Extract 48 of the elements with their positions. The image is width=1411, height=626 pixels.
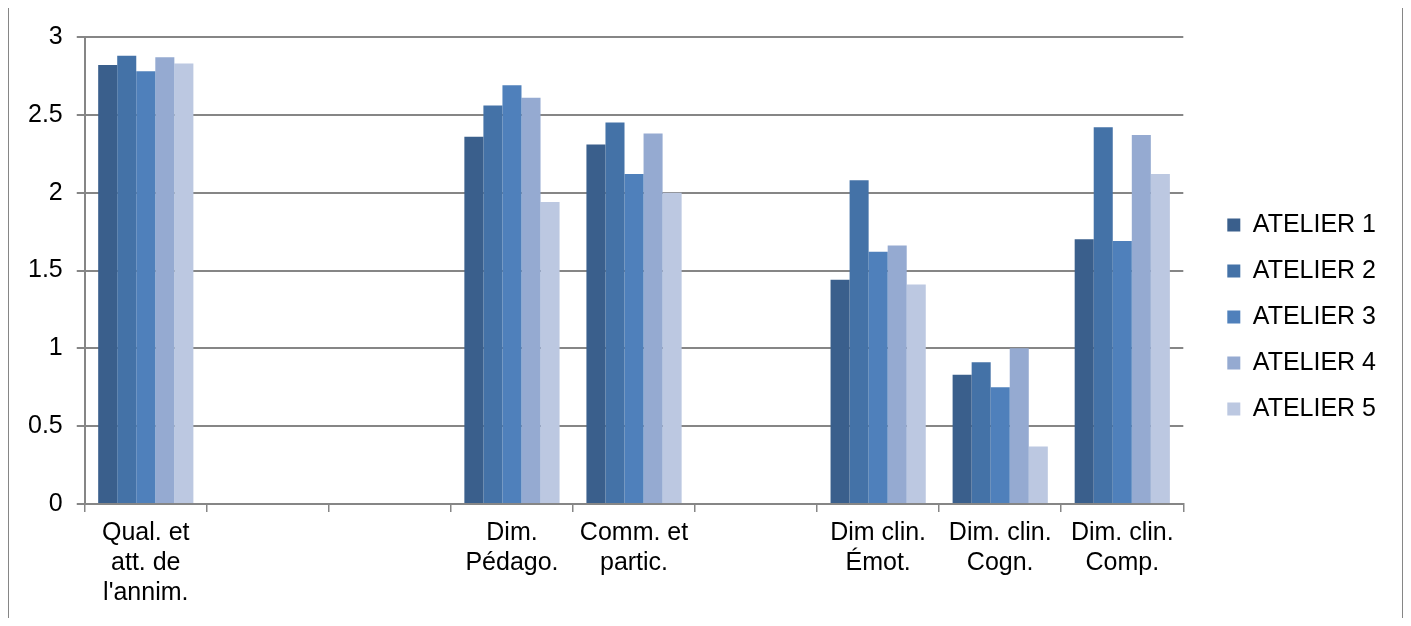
bar bbox=[117, 55, 137, 503]
bar bbox=[1009, 348, 1029, 503]
y-tick-label: 3 bbox=[48, 20, 63, 49]
bar bbox=[643, 133, 663, 503]
bar bbox=[624, 173, 644, 503]
bar bbox=[136, 71, 156, 503]
x-tick-label: Dim. Pédago. bbox=[465, 516, 559, 575]
bar bbox=[849, 180, 869, 503]
y-tick-label: 1.5 bbox=[27, 254, 63, 283]
bar bbox=[1074, 239, 1094, 503]
bar bbox=[1150, 173, 1170, 503]
bar bbox=[483, 105, 503, 503]
x-tick-label: Dim. clin. Cogn. bbox=[948, 516, 1052, 575]
bar bbox=[174, 63, 194, 503]
bar bbox=[1093, 127, 1113, 503]
bar bbox=[952, 374, 972, 503]
y-tick-label: 1 bbox=[48, 332, 63, 361]
bar bbox=[1131, 135, 1151, 503]
x-tick-label: Dim. clin. Comp. bbox=[1070, 516, 1174, 575]
x-tick-label: Qual. et att. de l'annim. bbox=[102, 516, 190, 605]
y-tick-label: 2 bbox=[48, 176, 63, 205]
bar bbox=[155, 57, 175, 503]
bar bbox=[464, 136, 484, 503]
y-tick-label: 2.5 bbox=[27, 98, 63, 127]
legend-label: ATELIER 1 bbox=[1252, 208, 1377, 237]
bar bbox=[868, 251, 888, 503]
bar bbox=[605, 122, 625, 503]
y-tick-label: 0 bbox=[48, 487, 63, 516]
bar bbox=[502, 85, 522, 503]
x-tick-label: Dim clin. Émot. bbox=[830, 516, 927, 575]
bar bbox=[521, 97, 541, 503]
bar bbox=[1112, 240, 1132, 503]
bar bbox=[662, 192, 682, 503]
bar bbox=[98, 65, 118, 503]
legend-label: ATELIER 2 bbox=[1252, 254, 1377, 283]
bar bbox=[1028, 446, 1048, 503]
bar bbox=[830, 279, 850, 503]
bar bbox=[906, 284, 926, 503]
x-tick-label: Comm. et partic. bbox=[579, 516, 689, 575]
bar bbox=[586, 144, 606, 503]
bar bbox=[990, 387, 1010, 503]
bar bbox=[540, 202, 560, 503]
legend-label: ATELIER 4 bbox=[1252, 346, 1377, 375]
legend-label: ATELIER 5 bbox=[1252, 392, 1377, 421]
y-tick-label: 0.5 bbox=[27, 410, 63, 439]
bar bbox=[971, 362, 991, 503]
legend-label: ATELIER 3 bbox=[1252, 300, 1377, 329]
bar bbox=[887, 245, 907, 503]
